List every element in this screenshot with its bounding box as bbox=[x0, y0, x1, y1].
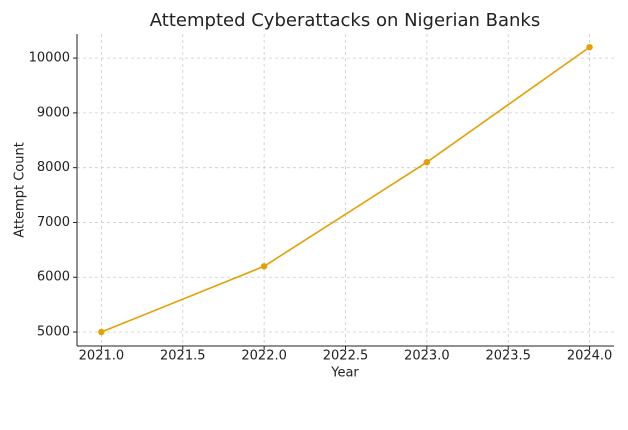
data-point bbox=[260, 263, 268, 270]
data-point bbox=[586, 43, 593, 51]
chart-title: Attempted Cyberattacks on Nigerian Banks bbox=[150, 10, 540, 31]
x-tick-label: 2021.5 bbox=[160, 349, 206, 364]
y-axis-label: Attempt Count bbox=[13, 142, 28, 238]
x-tick-label: 2022.5 bbox=[323, 349, 369, 364]
y-tick-label: 10000 bbox=[29, 51, 70, 66]
y-tick-label: 6000 bbox=[37, 270, 70, 285]
y-tick-label: 9000 bbox=[37, 105, 70, 120]
data-line bbox=[101, 46, 591, 333]
data-point bbox=[98, 328, 105, 336]
x-tick-label: 2023.5 bbox=[485, 349, 531, 364]
x-tick-label: 2023.0 bbox=[404, 349, 450, 364]
y-tick-label: 8000 bbox=[37, 160, 70, 175]
y-tick-label: 7000 bbox=[37, 215, 70, 230]
x-tick-label: 2024.0 bbox=[567, 349, 613, 364]
y-tick-label: 5000 bbox=[37, 325, 70, 340]
x-tick-label: 2021.0 bbox=[79, 349, 125, 364]
data-point bbox=[423, 158, 431, 166]
x-tick-label: 2022.0 bbox=[241, 349, 287, 364]
x-axis-label: Year bbox=[330, 366, 359, 381]
